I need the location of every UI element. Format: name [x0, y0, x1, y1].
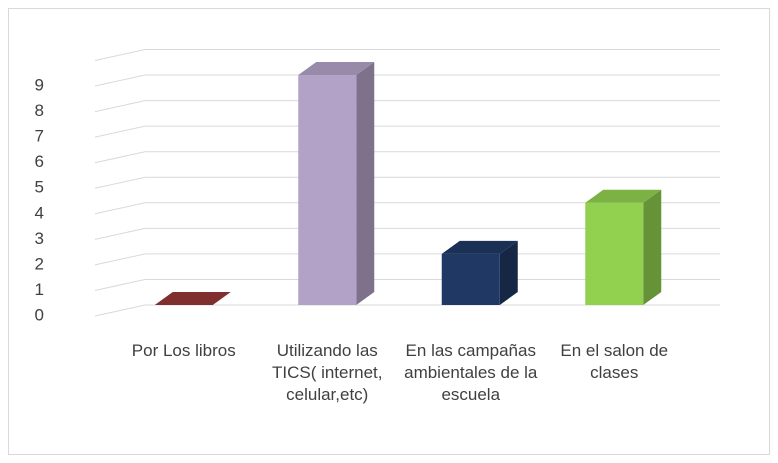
bar	[585, 202, 644, 305]
x-tick-label: En las campañas ambientales de la escuel…	[404, 341, 538, 404]
grid-line	[94, 125, 720, 138]
grid-line	[94, 253, 720, 266]
y-tick-label: 7	[35, 127, 44, 146]
bar	[441, 253, 500, 305]
bar-side	[356, 62, 375, 305]
y-tick-label: 9	[35, 76, 44, 95]
grid-line	[94, 74, 720, 87]
y-tick-label: 8	[35, 101, 44, 120]
bar-top	[154, 292, 231, 305]
grid-line	[94, 304, 720, 317]
x-tick-label: Utilizando las TICS( internet, celular,e…	[271, 341, 383, 404]
grid-line	[94, 100, 720, 113]
grid-line	[94, 202, 720, 215]
y-tick-label: 1	[35, 280, 44, 299]
bar-side	[643, 189, 662, 305]
grid-line	[94, 227, 720, 240]
x-tick-label: En el salon de clases	[560, 341, 669, 382]
bar-side	[499, 240, 518, 305]
grid-line	[94, 278, 720, 291]
bar-top	[585, 189, 662, 203]
bar	[298, 75, 357, 305]
grid-line	[94, 176, 720, 189]
y-tick-label: 2	[35, 254, 44, 273]
bar-top	[298, 62, 375, 76]
y-tick-label: 6	[35, 152, 44, 171]
y-tick-label: 4	[35, 203, 44, 222]
grid-line	[94, 151, 720, 164]
y-tick-label: 5	[35, 178, 44, 197]
bar-top	[441, 240, 518, 254]
y-tick-label: 3	[35, 229, 44, 248]
y-tick-label: 0	[35, 305, 44, 324]
x-tick-label: Por Los libros	[131, 341, 236, 360]
grid-line	[94, 49, 720, 61]
